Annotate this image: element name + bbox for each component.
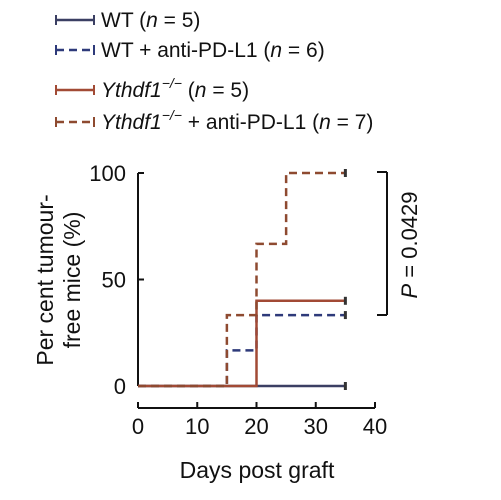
x-tick-label: 10 <box>185 414 209 439</box>
y-axis-title-line-2: free mice (%) <box>59 212 85 349</box>
series-line-2 <box>138 299 346 388</box>
legend-label-wt: WT (n = 5) <box>101 9 200 32</box>
x-tick-label: 30 <box>304 414 328 439</box>
series-line-3 <box>138 171 346 388</box>
x-axis-title: Days post graft <box>180 457 335 483</box>
axes: 0 10 20 30 40 0 50 100 <box>89 161 387 439</box>
y-tick-label: 0 <box>114 374 126 399</box>
x-tick-label: 40 <box>363 414 387 439</box>
legend-item-ythdf1: Ythdf1−/− (n = 5) <box>55 75 249 102</box>
legend-item-wt-anti-pdl1: WT + anti-PD-L1 (n = 6) <box>55 39 325 62</box>
y-tick-label: 50 <box>102 268 126 293</box>
legend-label-ythdf1: Ythdf1−/− (n = 5) <box>101 75 249 102</box>
series-layer <box>138 169 347 390</box>
x-tick-label: 20 <box>244 414 268 439</box>
x-tick-label: 0 <box>132 414 144 439</box>
y-tick-label: 100 <box>89 161 126 186</box>
legend-item-wt: WT (n = 5) <box>55 9 200 32</box>
legend-item-ythdf1-anti-pdl1: Ythdf1−/− + anti-PD-L1 (n = 7) <box>55 107 373 134</box>
series-line-1 <box>138 313 346 388</box>
y-axis-title-line-1: Per cent tumour- <box>32 194 58 365</box>
significance-bracket <box>377 171 388 316</box>
p-value-annotation: P = 0.0429 <box>397 191 422 298</box>
legend-label-wt-anti-pdl1: WT + anti-PD-L1 (n = 6) <box>101 39 325 62</box>
legend-label-ythdf1-anti-pdl1: Ythdf1−/− + anti-PD-L1 (n = 7) <box>101 107 373 134</box>
legend: WT (n = 5) WT + anti-PD-L1 (n = 6) Ythdf… <box>55 9 373 134</box>
